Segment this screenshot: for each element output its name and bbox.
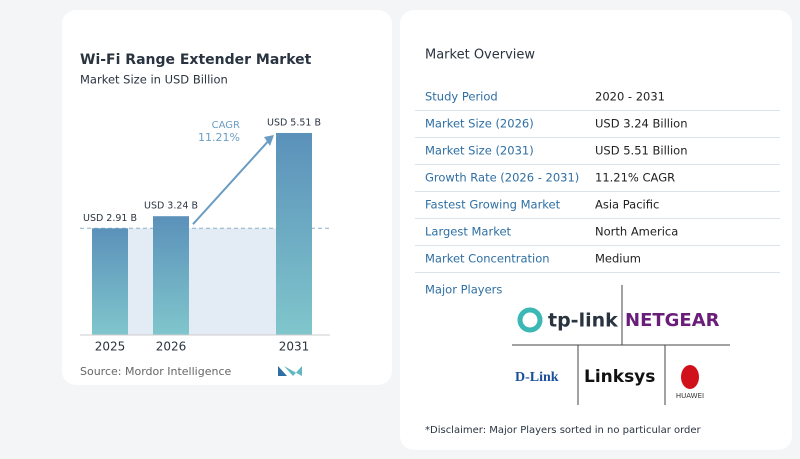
row-value: 2020 - 2031 (595, 90, 665, 104)
row-label: Fastest Growing Market (425, 198, 561, 212)
overview-title: Market Overview (425, 48, 535, 63)
x-tick-label: 2031 (279, 340, 310, 354)
cagr-label: CAGR (212, 120, 240, 131)
row-value: North America (595, 225, 678, 239)
logo-linksys: Linksys (584, 367, 655, 387)
row-value: USD 5.51 Billion (595, 144, 687, 158)
overview-card (400, 10, 792, 450)
value-label: USD 2.91 B (83, 213, 137, 224)
value-label: USD 3.24 B (144, 201, 198, 212)
brand-icon (278, 366, 302, 376)
x-tick-label: 2026 (156, 340, 187, 354)
value-label: USD 5.51 B (267, 117, 321, 128)
shaded-area (128, 228, 276, 335)
chart-title: Wi-Fi Range Extender Market (80, 52, 312, 68)
bar (276, 132, 312, 335)
row-value: Medium (595, 252, 641, 266)
disclaimer: *Disclaimer: Major Players sorted in no … (425, 425, 702, 436)
row-value: 11.21% CAGR (595, 171, 675, 185)
logo-dlink: D-Link (515, 370, 559, 385)
bar (92, 228, 128, 335)
row-label: Market Size (2031) (425, 144, 534, 158)
row-label: Market Concentration (425, 252, 550, 266)
players-title: Major Players (425, 283, 502, 297)
bar (153, 216, 189, 335)
cagr-arrow (192, 136, 273, 225)
x-tick-label: 2025 (95, 340, 126, 354)
logo-huawei: HUAWEI (676, 392, 704, 400)
row-label: Growth Rate (2026 - 2031) (425, 171, 579, 185)
arrow-head (264, 134, 274, 146)
chart-subtitle: Market Size in USD Billion (80, 73, 228, 87)
row-label: Largest Market (425, 225, 512, 239)
row-value: USD 3.24 Billion (595, 117, 687, 131)
row-label: Study Period (425, 90, 498, 104)
logo-netgear: NETGEAR (625, 310, 720, 331)
cagr-value: 11.21% (198, 131, 240, 144)
row-label: Market Size (2026) (425, 117, 534, 131)
logo-grid (512, 285, 730, 405)
row-value: Asia Pacific (595, 198, 659, 212)
source: Source: Mordor Intelligence (80, 365, 231, 378)
logo-tplink: tp-link (548, 310, 618, 332)
